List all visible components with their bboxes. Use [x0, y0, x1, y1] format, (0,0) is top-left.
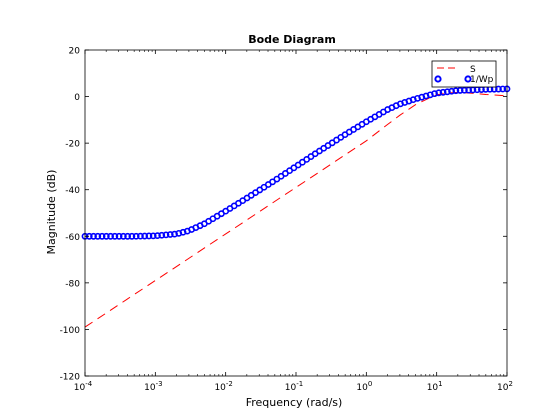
series-wp-point [149, 232, 157, 240]
series-wp-point [465, 86, 473, 94]
y-tick-label: 20 [69, 47, 81, 57]
series-wp-point [166, 231, 174, 238]
y-tick-label: -100 [60, 326, 81, 336]
y-tick-label: -80 [65, 279, 80, 289]
series-wp-point [162, 231, 170, 239]
series-wp-point [90, 232, 97, 240]
series-wp-point [102, 232, 110, 240]
series-wp-point [443, 88, 451, 96]
series-wp-point [115, 232, 123, 240]
series-wp-point [171, 230, 178, 238]
x-tick-label: 101 [427, 380, 443, 393]
series-wp-point [145, 232, 153, 240]
y-tick-label: -20 [65, 140, 80, 150]
x-tick-label: 10-1 [285, 380, 303, 393]
series-wp-point [499, 85, 507, 93]
series-wp-point [460, 86, 468, 94]
series-wp-point [132, 232, 140, 240]
series-wp-point [154, 232, 161, 240]
series-wp-point [124, 232, 132, 240]
series-wp-point [137, 232, 144, 240]
y-tick-label: -40 [65, 186, 80, 196]
series-wp-point [98, 232, 106, 240]
series-wp-point [107, 232, 114, 240]
legend-label-wp: 1/Wp [470, 75, 494, 85]
series-wp-point [94, 232, 102, 240]
series-wp-point [435, 89, 443, 97]
x-tick-label: 10-2 [214, 380, 232, 393]
series-wp-point [431, 90, 438, 98]
x-tick-label: 10-3 [144, 380, 162, 393]
axes-box [84, 49, 508, 377]
series-wp-point [452, 87, 460, 95]
legend-box [431, 60, 497, 88]
series-wp-point [456, 87, 464, 94]
chart-title: Bode Diagram [248, 33, 336, 46]
x-tick-label: 10-4 [74, 380, 93, 393]
legend-swatch-wp [434, 75, 442, 83]
series-layer [81, 85, 511, 328]
series-wp-point [439, 88, 447, 96]
legend: S 1/Wp [431, 60, 497, 88]
y-axis-label: Magnitude (dB) [45, 170, 58, 255]
x-axis-label: Frequency (rad/s) [246, 396, 343, 409]
y-tick-label: -120 [60, 373, 81, 383]
y-tick-label: 0 [74, 93, 80, 103]
legend-swatch-wp-2 [464, 75, 472, 83]
x-tick-label: 102 [497, 380, 513, 393]
series-s-line [84, 91, 508, 328]
plot-area [85, 50, 507, 376]
y-tick-label: -60 [65, 233, 80, 243]
x-tick-label: 100 [356, 380, 372, 393]
series-wp-point [128, 232, 136, 240]
legend-label-s: S [470, 65, 476, 75]
series-wp-point [119, 232, 127, 240]
series-wp-point [448, 87, 455, 95]
series-wp-point [111, 232, 119, 240]
series-wp-point [495, 85, 502, 93]
series-wp-point [158, 231, 166, 239]
series-wp-point [141, 232, 149, 240]
